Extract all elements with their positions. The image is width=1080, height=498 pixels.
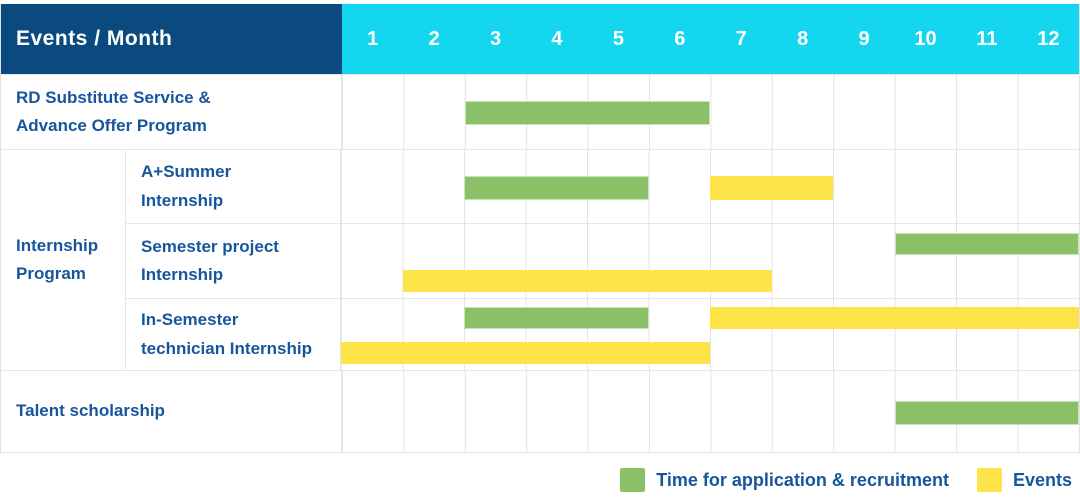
month-label: 8 [797, 27, 809, 50]
month-label: 4 [551, 27, 563, 50]
table-title: Events / Month [1, 4, 342, 74]
row-timeline [342, 75, 1079, 149]
event-bar [710, 175, 833, 200]
event-bar [341, 342, 710, 365]
event-row-group: Internship Program A+Summer Internship Semes… [1, 149, 1079, 370]
bar-lane [341, 299, 1079, 335]
row-timeline [341, 224, 1079, 298]
table-body: RD Substitute Service & Advance Offer Pro… [1, 74, 1079, 452]
label-line: Semester project [141, 236, 279, 256]
event-row: RD Substitute Service & Advance Offer Pro… [1, 74, 1079, 149]
label-line: A+Summer [141, 162, 232, 182]
row-timeline [341, 150, 1079, 223]
legend-item: Time for application & recruitment [620, 468, 949, 492]
legend: Time for application & recruitment Events [0, 468, 1072, 492]
label-line: Internship [141, 190, 224, 210]
legend-item: Events [976, 468, 1072, 492]
label-line: Internship [141, 265, 224, 284]
month-header: 1 2 3 4 5 6 7 8 9 10 11 12 [342, 4, 1079, 74]
event-row: Talent scholarship [1, 370, 1079, 452]
event-label: Semester project Internship [126, 224, 341, 298]
month-label: 6 [674, 27, 686, 50]
application-bar [464, 175, 649, 200]
month-label: 3 [489, 27, 502, 50]
bar-lane [341, 224, 1079, 261]
sub-rows: A+Summer Internship Semester project Intern… [126, 150, 1079, 370]
group-label: Internship Program [1, 150, 126, 370]
label-line: Program [16, 264, 86, 283]
month-label: 1 [367, 27, 379, 50]
month-label: 10 [914, 27, 937, 50]
month-label: 9 [858, 27, 870, 50]
event-label: In-Semester technician Internship [126, 299, 341, 370]
month-label: 12 [1037, 27, 1060, 50]
green-swatch-icon [620, 468, 646, 492]
row-timeline [342, 371, 1079, 452]
bar-lane [341, 150, 1079, 223]
event-bar [710, 306, 1079, 329]
month-label: 5 [612, 27, 624, 50]
application-bar [894, 232, 1079, 255]
table-header-row: Events / Month 1 2 3 4 5 6 7 8 9 10 11 12 [1, 4, 1079, 74]
yellow-swatch-icon [976, 468, 1002, 492]
label-line: Talent scholarship [16, 401, 165, 421]
label-line: technician Internship [141, 338, 312, 358]
event-label: A+Summer Internship [126, 150, 341, 223]
event-row: Semester project Internship [126, 223, 1079, 298]
label-line: Internship [16, 235, 99, 255]
row-timeline [341, 299, 1079, 370]
event-bar [402, 269, 772, 292]
legend-label: Time for application & recruitment [656, 469, 949, 490]
event-label: Talent scholarship [1, 371, 342, 452]
events-month-gantt-table: Events / Month 1 2 3 4 5 6 7 8 9 10 11 12 RD Substi… [0, 4, 1080, 453]
bar-lane [342, 75, 1079, 149]
application-bar [464, 306, 649, 329]
label-line: RD Substitute Service & [16, 87, 211, 107]
event-row: A+Summer Internship [126, 150, 1079, 223]
month-label: 11 [976, 27, 998, 50]
month-label: 2 [428, 27, 440, 50]
label-line: Advance Offer Program [16, 116, 207, 135]
bar-lane [341, 335, 1079, 371]
application-bar [894, 400, 1079, 425]
event-label: RD Substitute Service & Advance Offer Pro… [1, 75, 342, 149]
bar-lane [341, 261, 1079, 298]
month-label: 7 [735, 27, 747, 50]
legend-label: Events [1012, 469, 1072, 490]
label-line: In-Semester [141, 310, 239, 330]
event-row: In-Semester technician Internship [126, 298, 1079, 370]
application-bar [464, 101, 711, 125]
bar-lane [342, 371, 1079, 452]
